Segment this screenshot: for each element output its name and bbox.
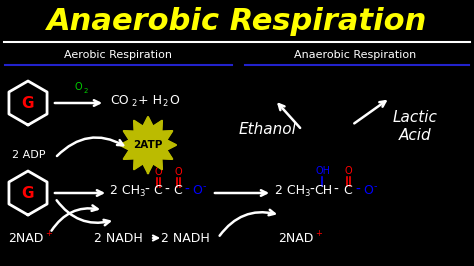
Text: Acid: Acid (399, 127, 431, 143)
Text: -: - (164, 183, 169, 197)
Text: +: + (315, 228, 322, 238)
Text: -: - (355, 183, 360, 197)
Text: -: - (144, 183, 149, 197)
Text: O: O (154, 167, 162, 177)
Text: 2NAD: 2NAD (8, 231, 44, 244)
Text: G: G (22, 95, 34, 110)
Text: O: O (363, 184, 373, 197)
Text: 2ATP: 2ATP (133, 140, 163, 150)
Text: C: C (173, 184, 182, 197)
Text: Lactic: Lactic (392, 110, 438, 126)
Text: O: O (174, 167, 182, 177)
Text: 2 NADH: 2 NADH (161, 231, 210, 244)
Text: 2: 2 (131, 99, 136, 109)
Text: + H: + H (138, 94, 162, 106)
Text: C: C (154, 184, 163, 197)
Text: -: - (203, 181, 207, 191)
Text: CH: CH (314, 184, 332, 197)
Polygon shape (120, 117, 176, 173)
Text: O: O (74, 82, 82, 92)
Text: Anaerobic Respiration: Anaerobic Respiration (47, 7, 427, 36)
Text: OH: OH (316, 166, 330, 176)
Text: 2 ADP: 2 ADP (12, 150, 46, 160)
Text: Ethanol: Ethanol (239, 123, 297, 138)
Text: 2: 2 (84, 88, 88, 94)
Text: 2 NADH: 2 NADH (94, 231, 142, 244)
Text: 2 CH: 2 CH (110, 184, 140, 197)
Text: 3: 3 (304, 189, 310, 198)
Text: Aerobic Respiration: Aerobic Respiration (64, 50, 172, 60)
Text: 2 CH: 2 CH (275, 184, 305, 197)
Text: -: - (184, 183, 189, 197)
Text: +: + (45, 228, 52, 238)
Text: O: O (169, 94, 179, 106)
Text: 3: 3 (139, 189, 145, 198)
Text: O: O (344, 166, 352, 176)
Text: -: - (333, 183, 338, 197)
Text: G: G (22, 185, 34, 201)
Text: 2: 2 (162, 99, 167, 109)
Text: C: C (344, 184, 352, 197)
Text: Anaerobic Respiration: Anaerobic Respiration (294, 50, 416, 60)
Text: -: - (309, 183, 314, 197)
Text: -: - (374, 181, 377, 191)
Text: 2NAD: 2NAD (278, 231, 313, 244)
Text: CO: CO (110, 94, 128, 106)
Text: O: O (192, 184, 202, 197)
